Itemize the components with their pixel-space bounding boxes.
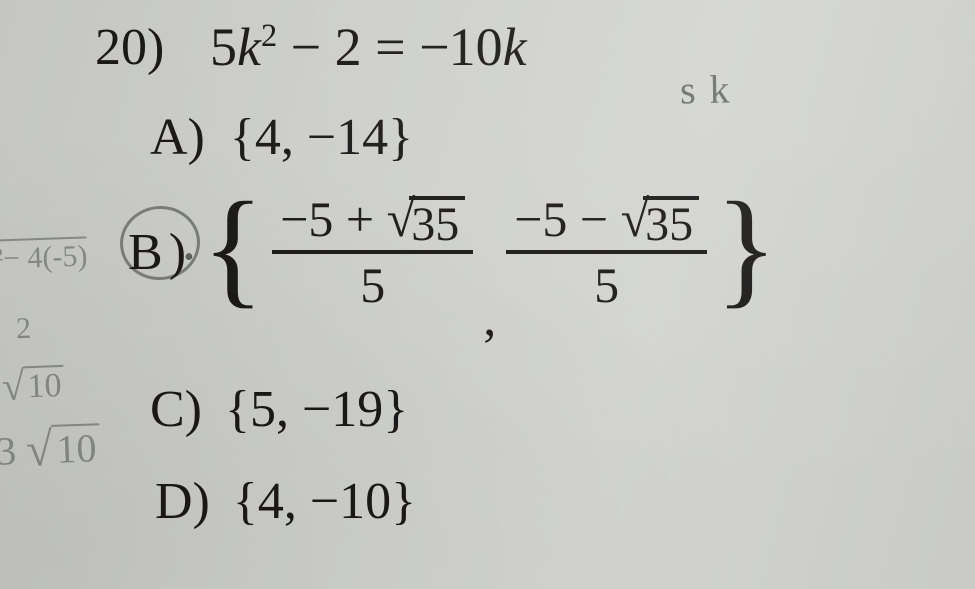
question-number: 20) <box>95 18 164 77</box>
scratch1-text: ²− 4(-5) <box>0 236 88 276</box>
scratch4-lead: 3 <box>0 428 17 474</box>
const-2: 2 <box>335 17 362 77</box>
fraction-1-den: 5 <box>360 254 385 314</box>
fraction-2-den: 5 <box>594 254 619 314</box>
fraction-1: −5 + √35 5 <box>272 190 473 314</box>
exponent-2: 2 <box>261 18 277 54</box>
option-c-letter: C) <box>150 380 202 439</box>
option-d: D) {4, −10} <box>155 472 416 531</box>
scratch-line-4: 3 √10 <box>0 418 101 477</box>
coef-5: 5 <box>210 17 237 77</box>
f1-num-pre: −5 + <box>280 191 386 247</box>
option-d-set: {4, −10} <box>233 473 416 530</box>
scratch3-rad: 10 <box>24 365 65 405</box>
handwritten-sk: s k <box>680 66 732 114</box>
worksheet-page: 20) 5k2 − 2 = −10k s k A) {4, −14} B)• {… <box>0 0 975 589</box>
scratch-line-2: 2 <box>15 312 31 347</box>
brace-right-icon: } <box>715 190 777 307</box>
fraction-2-num: −5 − √35 <box>506 190 707 254</box>
f2-num-pre: −5 − <box>514 191 620 247</box>
sqrt-2: √35 <box>621 196 700 250</box>
option-a: A) {4, −14} <box>150 108 413 167</box>
option-c-set: {5, −19} <box>225 381 408 438</box>
radical-icon: √ <box>387 194 416 246</box>
scratch4-rad: 10 <box>52 423 102 472</box>
scratch-line-1: ²− 4(-5) <box>0 236 88 276</box>
brace-left-icon: { <box>202 190 264 307</box>
sqrt-1: √35 <box>387 196 466 250</box>
coef-10: 10 <box>449 17 503 77</box>
option-b-letter: B <box>128 223 163 282</box>
radical-icon: √ <box>1 363 25 409</box>
radical-icon: √ <box>621 194 650 246</box>
stray-dot: • <box>184 242 194 274</box>
equals: = <box>375 17 405 77</box>
var-k1: k <box>237 17 261 77</box>
f2-radicand: 35 <box>643 196 699 250</box>
minus-2: − <box>419 17 448 77</box>
option-a-letter: A) <box>150 108 205 167</box>
set-comma: , <box>483 289 496 348</box>
option-b: B)• { −5 + √35 5 , −5 − √35 5 } <box>128 190 778 314</box>
fraction-1-num: −5 + √35 <box>272 190 473 254</box>
f1-radicand: 35 <box>409 196 465 250</box>
scratch-line-3: √10 <box>1 359 65 408</box>
question-equation: 5k2 − 2 = −10k <box>210 16 527 78</box>
radical-icon: √ <box>25 423 53 477</box>
minus-1: − <box>291 17 321 77</box>
option-c: C) {5, −19} <box>150 380 408 439</box>
option-a-set: {4, −14} <box>230 109 413 166</box>
fraction-2: −5 − √35 5 <box>506 190 707 314</box>
option-d-letter: D) <box>155 472 210 531</box>
var-k2: k <box>503 17 527 77</box>
